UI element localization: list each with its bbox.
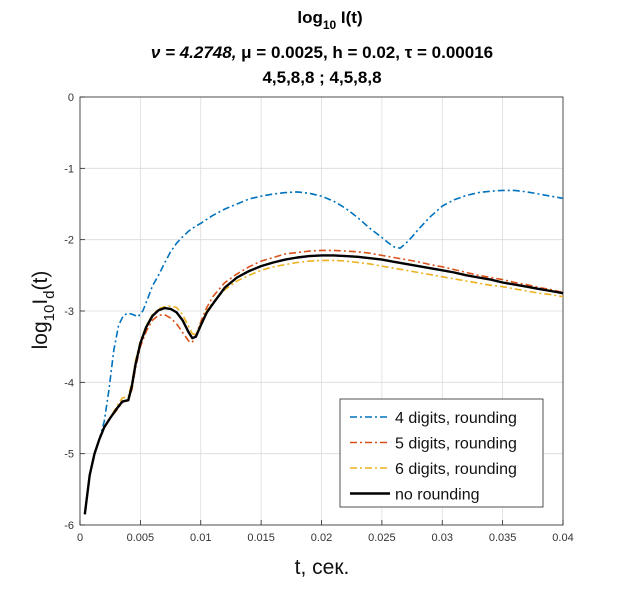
series-line-4-digits-rounding	[84, 189, 564, 515]
series-layer	[83, 189, 564, 515]
legend-label-5-digits-rounding: 5 digits, rounding	[395, 436, 517, 453]
x-tick-label: 0.03	[432, 532, 453, 544]
series-line-no-rounding	[83, 254, 564, 515]
chart-subtitle-2: 4,5,8,8 ; 4,5,8,8	[262, 68, 381, 87]
y-tick-label: -5	[64, 449, 74, 461]
y-tick-label: 0	[68, 92, 74, 104]
legend-label-no-rounding: no rounding	[395, 487, 480, 504]
x-tick-label: 0.005	[127, 532, 155, 544]
x-axis-label: t, сек.	[295, 556, 350, 579]
tick-labels: 0 0.005 0.01 0.015 0.02 0.025 0.03 0.035 0.04 0 -1…	[64, 92, 573, 544]
x-tick-label: 0	[77, 532, 83, 544]
x-tick-label: 0.01	[190, 532, 211, 544]
grid	[79, 96, 564, 526]
chart-title: log10 I(t)	[297, 8, 362, 32]
x-tick-label: 0.025	[368, 532, 396, 544]
series-line-6-digits-rounding	[84, 259, 564, 515]
y-tick-label: -2	[64, 235, 74, 247]
x-tick-label: 0.04	[552, 532, 573, 544]
chart-subtitle: ν = 4.2748, μ = 0.0025, h = 0.02, τ = 0.…	[151, 43, 493, 62]
legend-box	[339, 398, 544, 508]
legend-label-4-digits-rounding: 4 digits, rounding	[395, 410, 517, 427]
legend-label-6-digits-rounding: 6 digits, rounding	[395, 461, 517, 478]
y-axis-label: log10Id(t)	[29, 271, 58, 350]
x-tick-label: 0.02	[311, 532, 332, 544]
y-tick-label: -1	[64, 163, 74, 175]
x-tick-label: 0.015	[247, 532, 275, 544]
y-tick-label: -3	[64, 306, 74, 318]
legend: 4 digits, rounding 5 digits, rounding 6 di…	[339, 398, 544, 508]
x-tick-label: 0.035	[489, 532, 517, 544]
y-tick-label: -4	[64, 377, 74, 389]
y-tick-label: -6	[64, 520, 74, 532]
